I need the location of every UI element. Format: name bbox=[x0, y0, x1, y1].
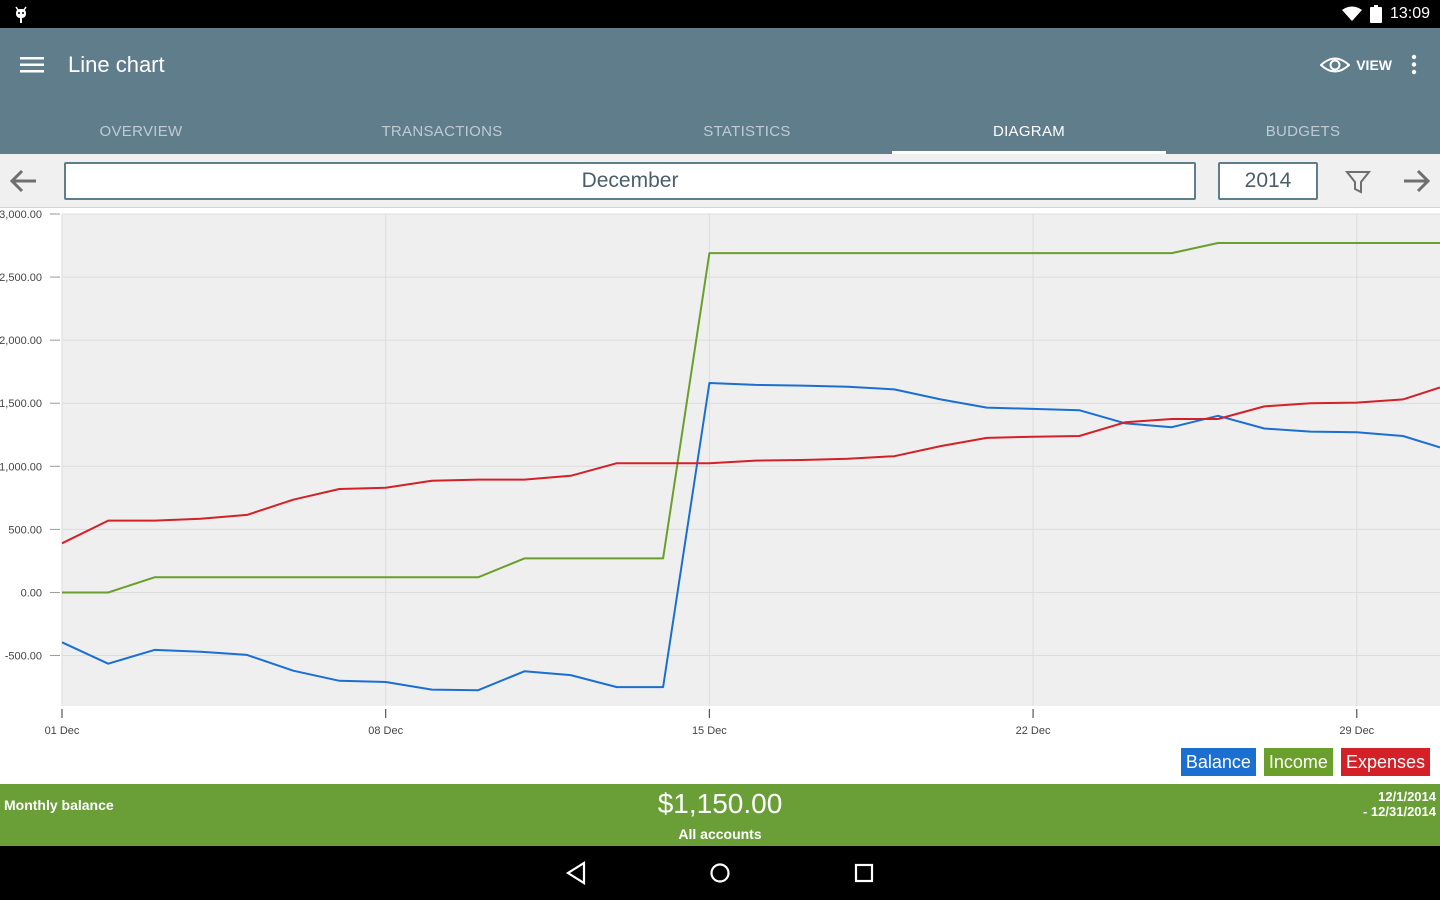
year-selector[interactable]: 2014 bbox=[1218, 162, 1318, 200]
tab-statistics[interactable]: STATISTICS bbox=[703, 122, 791, 140]
status-time: 13:09 bbox=[1389, 5, 1430, 22]
status-bar: 13:09 bbox=[0, 0, 1440, 28]
view-button-label: VIEW bbox=[1356, 57, 1392, 73]
monthly-summary-bar: Monthly balance $1,150.00 All accounts 1… bbox=[0, 784, 1440, 846]
summary-label: Monthly balance bbox=[4, 797, 114, 813]
home-icon[interactable] bbox=[706, 859, 734, 887]
tab-budgets[interactable]: BUDGETS bbox=[1265, 122, 1341, 140]
expenses-line bbox=[61, 386, 1440, 545]
monthly-balance-amount: $1,150.00 bbox=[657, 788, 783, 819]
wifi-icon bbox=[1341, 6, 1362, 21]
page-title: Line chart bbox=[68, 52, 165, 77]
back-icon[interactable] bbox=[562, 859, 590, 887]
previous-period-arrow-icon[interactable] bbox=[8, 165, 40, 197]
eye-icon bbox=[1320, 57, 1351, 73]
y-tick-label: -500.00 bbox=[5, 651, 42, 663]
x-tick-label: 08 Dec bbox=[368, 725, 403, 737]
line-chart: 3,000.00 2,500.00 2,000.00 1,500.00 1,000.00… bbox=[0, 208, 1440, 784]
y-tick-label: 3,000.00 bbox=[0, 209, 42, 221]
tab-diagram[interactable]: DIAGRAM bbox=[992, 122, 1066, 140]
date-range-end: - 12/31/2014 bbox=[1362, 804, 1436, 819]
y-tick-label: 2,000.00 bbox=[0, 335, 42, 347]
tab-bar: OVERVIEW TRANSACTIONS STATISTICS DIAGRAM… bbox=[0, 108, 1440, 154]
next-period-arrow-icon[interactable] bbox=[1400, 165, 1432, 197]
balance-line bbox=[61, 382, 1440, 692]
y-tick-label: 2,500.00 bbox=[0, 272, 42, 284]
tab-overview[interactable]: OVERVIEW bbox=[99, 122, 183, 140]
active-tab-indicator bbox=[892, 151, 1166, 154]
y-tick-label: 1,500.00 bbox=[0, 398, 42, 410]
x-tick-label: 29 Dec bbox=[1339, 725, 1374, 737]
view-button[interactable]: VIEW bbox=[1320, 50, 1392, 80]
tab-transactions[interactable]: TRANSACTIONS bbox=[381, 122, 503, 140]
month-selector[interactable]: December bbox=[64, 162, 1196, 200]
legend-expenses[interactable]: Expenses bbox=[1340, 748, 1430, 776]
x-tick-label: 15 Dec bbox=[692, 725, 727, 737]
date-range-start: 12/1/2014 bbox=[1378, 789, 1436, 804]
y-tick-label: 1,000.00 bbox=[0, 461, 42, 473]
accounts-label: All accounts bbox=[678, 826, 762, 842]
period-selector: December 2014 bbox=[0, 154, 1440, 208]
income-line bbox=[62, 242, 1440, 594]
x-tick-label: 01 Dec bbox=[45, 725, 80, 737]
x-tick-label: 22 Dec bbox=[1016, 725, 1051, 737]
hamburger-menu-icon[interactable] bbox=[14, 50, 50, 80]
filter-icon[interactable] bbox=[1344, 168, 1372, 196]
battery-icon bbox=[1369, 5, 1382, 23]
status-icons: 13:09 bbox=[1341, 0, 1430, 28]
legend-balance[interactable]: Balance bbox=[1180, 748, 1256, 776]
system-nav-bar bbox=[0, 846, 1440, 900]
legend-income[interactable]: Income bbox=[1263, 748, 1333, 776]
app-bar: Line chart VIEW OVERVIEW TRANSACTIONS ST… bbox=[0, 28, 1440, 154]
chart-legend: Balance Income Expenses bbox=[1180, 748, 1430, 776]
android-debug-icon bbox=[15, 6, 27, 23]
chart-canvas: 3,000.00 2,500.00 2,000.00 1,500.00 1,000.00… bbox=[0, 209, 1440, 737]
y-tick-label: 0.00 bbox=[21, 587, 42, 599]
more-options-icon[interactable] bbox=[1402, 50, 1426, 80]
y-tick-label: 500.00 bbox=[8, 524, 42, 536]
recents-icon[interactable] bbox=[850, 859, 878, 887]
